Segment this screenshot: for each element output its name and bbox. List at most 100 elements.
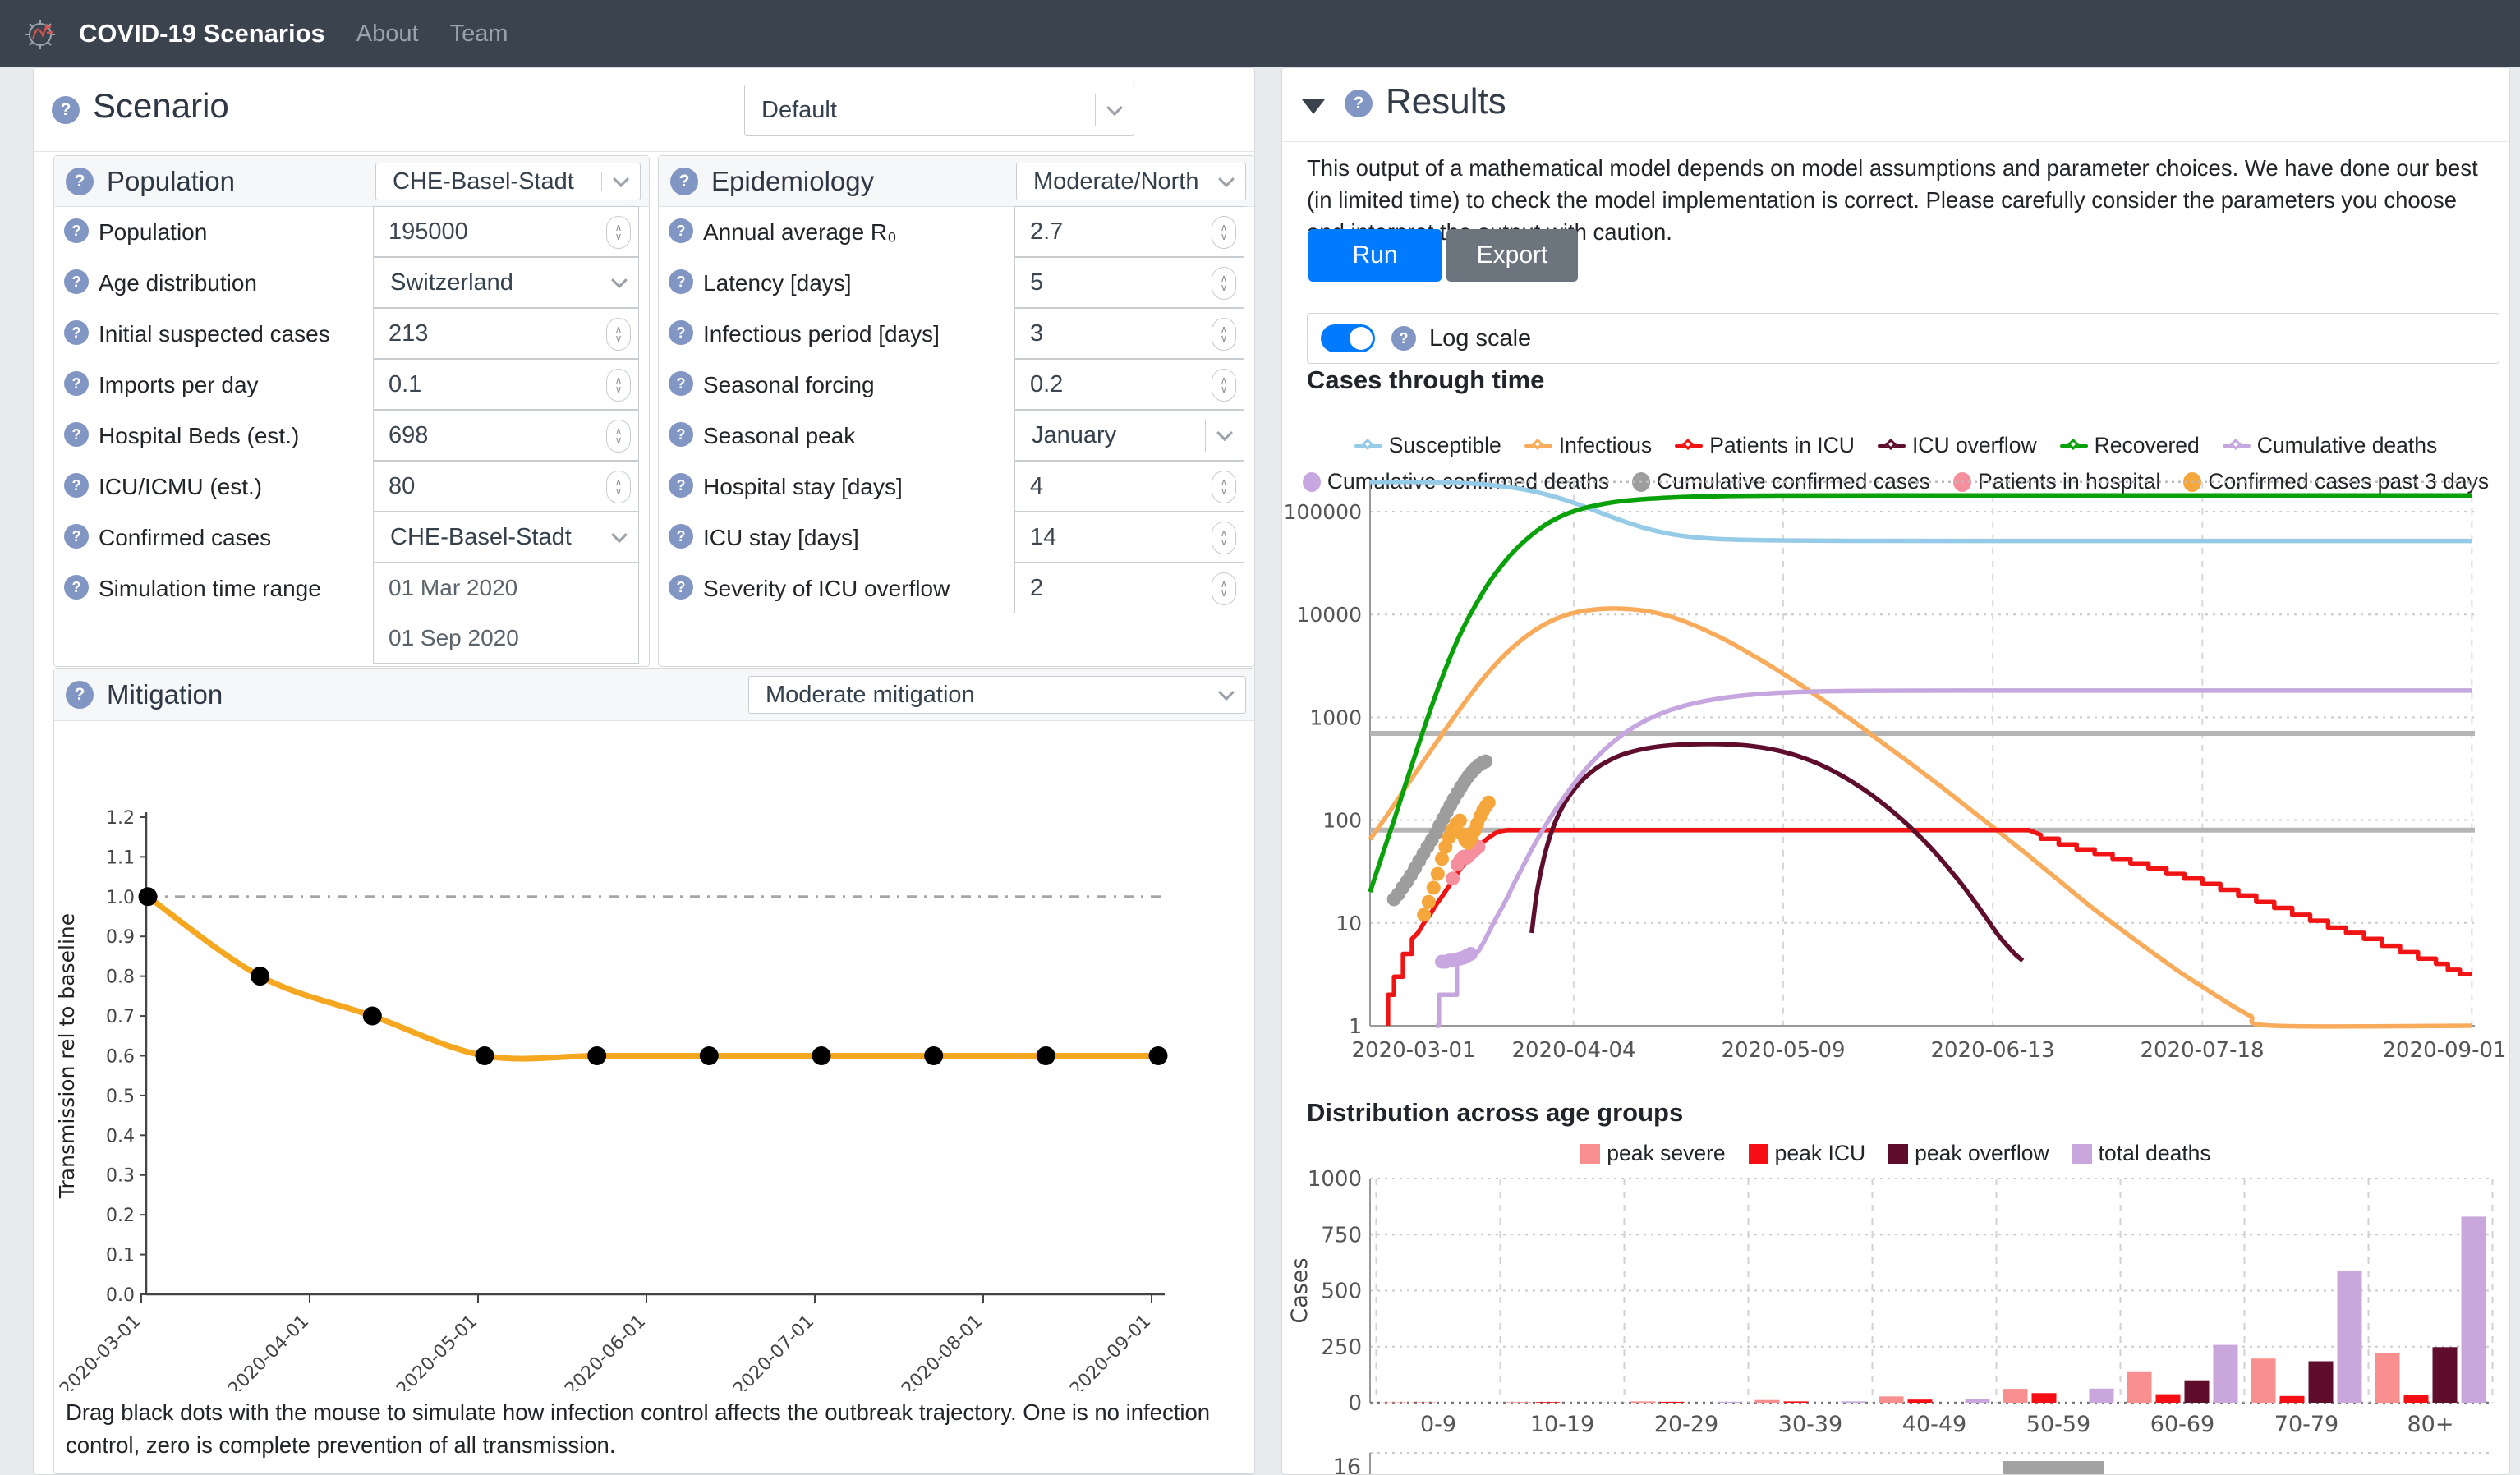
nav-link-team[interactable]: Team (449, 20, 508, 47)
scenario-preset-select[interactable]: Default (744, 85, 1134, 136)
mitigation-drag-dot[interactable] (812, 1045, 831, 1065)
mitigation-drag-dot[interactable] (924, 1045, 944, 1065)
svg-text:2020-03-01: 2020-03-01 (56, 1312, 145, 1391)
help-icon[interactable]: ? (669, 473, 693, 498)
stepper-icon[interactable]: ∧ ∨ (1212, 471, 1236, 503)
bar-peak-severe-30-39 (1754, 1399, 1780, 1403)
stepper-icon[interactable]: ∧ ∨ (1212, 572, 1236, 605)
help-icon[interactable]: ? (64, 422, 89, 447)
nav-link-about[interactable]: About (356, 20, 419, 47)
partial-bar (2003, 1461, 2104, 1474)
population-input[interactable]: ∧∨ (373, 206, 639, 257)
help-icon[interactable]: ? (64, 371, 89, 396)
dot-Confirmed-cases-past-3-days (1430, 866, 1445, 881)
svg-text:0.8: 0.8 (106, 967, 135, 988)
help-icon[interactable]: ? (52, 96, 80, 124)
dot-Confirmed-cases-past-3-days (1417, 908, 1432, 922)
severity-icu-overflow-input[interactable]: ∧∨ (1014, 563, 1244, 613)
svg-text:70-79: 70-79 (2274, 1412, 2338, 1437)
stepper-icon[interactable]: ∧ ∨ (606, 369, 631, 402)
svg-text:0.9: 0.9 (106, 927, 135, 948)
help-icon[interactable]: ? (669, 371, 693, 396)
help-icon[interactable]: ? (1391, 326, 1416, 351)
help-icon[interactable]: ? (1345, 90, 1373, 117)
sim-end-date-input[interactable] (373, 613, 639, 664)
latency-input[interactable]: ∧∨ (1014, 257, 1244, 308)
export-button[interactable]: Export (1446, 229, 1578, 282)
infectious-period-input[interactable]: ∧∨ (1014, 308, 1244, 359)
help-icon[interactable]: ? (64, 218, 89, 243)
annual-r0-input[interactable]: ∧∨ (1014, 206, 1244, 257)
stepper-icon[interactable]: ∧ ∨ (606, 318, 631, 351)
icu-icmu-input[interactable]: ∧∨ (373, 461, 639, 512)
help-icon[interactable]: ? (670, 167, 698, 195)
help-icon[interactable]: ? (669, 269, 693, 294)
seasonal-forcing-input[interactable]: ∧∨ (1014, 359, 1244, 410)
help-icon[interactable]: ? (669, 524, 693, 549)
stepper-icon[interactable]: ∧ ∨ (606, 216, 631, 249)
mitigation-drag-dot[interactable] (362, 1006, 382, 1026)
mitigation-drag-dot[interactable] (138, 887, 158, 907)
sim-start-date-input[interactable] (373, 563, 639, 613)
stepper-icon[interactable]: ∧ ∨ (1212, 267, 1236, 300)
series-Cumulative-deaths (1436, 688, 2472, 1028)
virus-logo-icon[interactable] (20, 13, 61, 54)
epidemiology-preset-select[interactable]: Moderate/North (1016, 163, 1246, 200)
mitigation-drag-dot[interactable] (587, 1045, 607, 1065)
imports-per-day-input[interactable]: ∧∨ (373, 359, 639, 410)
seasonal-peak-select[interactable]: January (1014, 410, 1244, 461)
help-icon[interactable]: ? (64, 575, 89, 600)
initial-suspected-cases-input[interactable]: ∧∨ (373, 308, 639, 359)
run-button[interactable]: Run (1308, 229, 1442, 282)
results-disclaimer: This output of a mathematical model depe… (1307, 155, 2478, 245)
legend-item: Infectious (1524, 433, 1652, 458)
mitigation-preset-select[interactable]: Moderate mitigation (748, 676, 1246, 714)
confirmed-cases-select[interactable]: CHE-Basel-Stadt (373, 512, 639, 563)
help-icon[interactable]: ? (669, 422, 693, 447)
svg-text:80+: 80+ (2407, 1412, 2454, 1437)
chevron-down-icon (1096, 99, 1134, 117)
help-icon[interactable]: ? (669, 575, 693, 600)
mitigation-drag-dot[interactable] (699, 1045, 719, 1065)
series-Patients-in-ICU (1386, 827, 2472, 1026)
hospital-beds-input[interactable]: ∧∨ (373, 410, 639, 461)
svg-text:0.5: 0.5 (106, 1087, 135, 1107)
stepper-icon[interactable]: ∧ ∨ (1212, 369, 1236, 402)
collapse-caret-icon[interactable] (1302, 99, 1325, 114)
help-icon[interactable]: ? (669, 218, 693, 243)
bar-total-deaths-30-39 (1841, 1401, 1866, 1403)
log-scale-toggle[interactable] (1321, 324, 1375, 352)
legend-item: Susceptible (1354, 433, 1501, 458)
stepper-icon[interactable]: ∧ ∨ (1212, 216, 1236, 249)
bar-total-deaths-60-69 (2213, 1344, 2238, 1403)
age-distribution-select[interactable]: Switzerland (373, 257, 639, 308)
help-icon[interactable]: ? (64, 473, 89, 498)
mitigation-drag-dot[interactable] (251, 967, 270, 986)
help-icon[interactable]: ? (64, 320, 89, 345)
stepper-icon[interactable]: ∧ ∨ (606, 420, 631, 453)
icu-stay-input[interactable]: ∧∨ (1014, 512, 1244, 563)
mitigation-drag-dot[interactable] (475, 1045, 494, 1065)
epidemiology-card-title: Epidemiology (711, 165, 875, 196)
help-icon[interactable]: ? (66, 167, 94, 195)
population-card-title: Population (107, 165, 235, 196)
stepper-icon[interactable]: ∧ ∨ (606, 471, 631, 503)
svg-text:60-69: 60-69 (2150, 1412, 2214, 1437)
svg-text:2020-04-01: 2020-04-01 (224, 1312, 313, 1391)
svg-text:1.2: 1.2 (106, 808, 135, 829)
stepper-icon[interactable]: ∧ ∨ (1212, 522, 1236, 554)
population-preset-select[interactable]: CHE-Basel-Stadt (375, 163, 641, 200)
hospital-stay-input[interactable]: ∧∨ (1014, 461, 1244, 512)
mitigation-drag-dot[interactable] (1036, 1045, 1055, 1065)
help-icon[interactable]: ? (64, 524, 89, 549)
stepper-icon[interactable]: ∧ ∨ (1212, 318, 1236, 351)
help-icon[interactable]: ? (64, 269, 89, 294)
scenario-title: Scenario (93, 86, 229, 125)
help-icon[interactable]: ? (66, 680, 94, 709)
mitigation-chart[interactable]: 0.0 0.1 0.2 0.3 0.4 0.5 0.6 0.7 0.8 0.9 1.0 1.1 1.2 2… (54, 767, 1253, 1391)
help-icon[interactable]: ? (669, 320, 693, 345)
svg-text:2020-06-01: 2020-06-01 (561, 1312, 650, 1391)
bar-peak-overflow-80+ (2432, 1347, 2458, 1403)
mitigation-drag-dot[interactable] (1148, 1045, 1168, 1065)
app-title[interactable]: COVID-19 Scenarios (79, 19, 325, 48)
